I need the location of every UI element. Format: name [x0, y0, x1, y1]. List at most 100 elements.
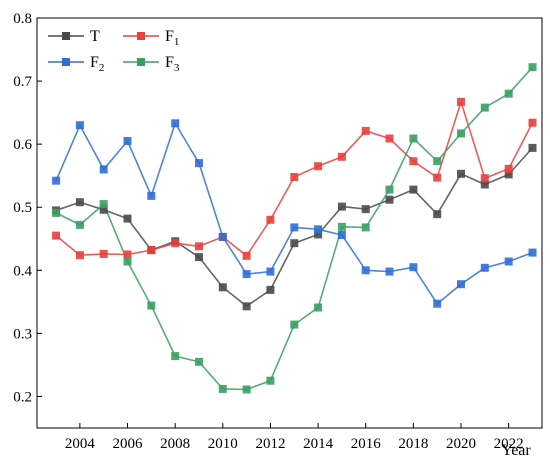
x-axis-title: Year [501, 442, 531, 459]
point-F3 [314, 303, 323, 312]
point-T [409, 185, 418, 194]
point-F1 [314, 162, 323, 171]
point-T [290, 239, 299, 248]
y-tick-label: 0.7 [13, 74, 32, 90]
legend-label-F3: F3 [165, 54, 180, 74]
point-T [504, 170, 513, 179]
point-F2 [433, 299, 442, 308]
y-tick-label: 0.6 [13, 137, 32, 153]
point-T [337, 202, 346, 211]
legend-marker-F1 [137, 32, 145, 40]
point-F3 [266, 376, 275, 385]
x-tick-label: 2008 [160, 436, 190, 452]
point-F2 [480, 263, 489, 272]
point-F2 [123, 137, 132, 145]
y-tick-label: 0.3 [13, 326, 32, 342]
point-F3 [290, 320, 299, 329]
point-T [195, 253, 203, 262]
x-tick-label: 2014 [303, 436, 334, 452]
x-tick-label: 2006 [113, 436, 144, 452]
point-F1 [337, 152, 346, 161]
point-T [361, 205, 370, 214]
point-T [99, 205, 108, 214]
point-F3 [504, 89, 513, 98]
legend: T F1 F2 F3 [48, 28, 180, 74]
point-F1 [195, 242, 203, 251]
point-F1 [266, 215, 275, 224]
point-F3 [242, 385, 251, 394]
point-T [457, 169, 465, 178]
point-T [218, 283, 227, 292]
point-F2 [171, 119, 180, 128]
point-F1 [147, 246, 156, 255]
point-F2 [218, 232, 227, 241]
point-T [433, 210, 442, 219]
point-F1 [457, 97, 465, 106]
point-F3 [337, 222, 346, 231]
point-F2 [409, 263, 418, 272]
point-F2 [242, 270, 251, 279]
point-F2 [147, 191, 156, 200]
point-T [123, 214, 132, 223]
point-F3 [195, 357, 203, 366]
point-F1 [99, 249, 108, 258]
point-T [266, 285, 275, 294]
legend-marker-F3 [137, 58, 145, 66]
point-F3 [361, 223, 370, 232]
point-F3 [171, 352, 180, 361]
point-F2 [361, 266, 370, 275]
point-F2 [528, 248, 537, 257]
point-F3 [218, 384, 227, 393]
point-F2 [195, 159, 203, 168]
point-F1 [171, 239, 180, 248]
point-F3 [480, 103, 489, 112]
point-F1 [52, 231, 61, 240]
x-tick-label: 2012 [255, 436, 285, 452]
x-tick-label: 2020 [446, 436, 476, 452]
point-F1 [123, 250, 132, 259]
point-T [385, 195, 394, 204]
point-F3 [528, 63, 537, 72]
point-F1 [75, 251, 84, 260]
point-F1 [433, 173, 442, 182]
y-tick-label: 0.5 [13, 200, 32, 216]
point-F3 [457, 129, 465, 138]
point-F1 [409, 157, 418, 166]
x-tick-label: 2022 [494, 436, 524, 452]
point-F2 [457, 280, 465, 289]
point-T [314, 230, 323, 239]
point-F3 [409, 134, 418, 143]
point-F1 [242, 251, 251, 260]
point-F2 [75, 121, 84, 130]
point-T [480, 180, 489, 189]
point-F3 [123, 257, 132, 266]
point-F2 [266, 267, 275, 276]
point-F2 [314, 225, 323, 234]
point-T [75, 198, 84, 207]
y-tick-label: 0.2 [13, 389, 32, 405]
point-F2 [504, 257, 513, 266]
x-tick-label: 2010 [208, 436, 238, 452]
point-F2 [99, 165, 108, 174]
point-F1 [361, 126, 370, 135]
point-F3 [385, 185, 394, 194]
axis-tick-labels: 2004 2006 2008 2010 2012 2014 2016 2018 2020 2022… [13, 11, 523, 452]
point-F1 [385, 134, 394, 143]
plot-frame [36, 17, 543, 429]
legend-label-F2: F2 [90, 54, 104, 74]
point-F2 [337, 231, 346, 239]
point-F3 [433, 157, 442, 166]
legend-label-T: T [90, 28, 100, 45]
y-tick-label: 0.4 [13, 263, 32, 279]
axis-ticks [37, 17, 510, 428]
point-F3 [99, 200, 108, 209]
point-F1 [480, 174, 489, 183]
point-F2 [290, 223, 299, 232]
y-tick-label: 0.8 [13, 11, 32, 27]
point-F3 [75, 220, 84, 229]
point-F3 [52, 208, 61, 217]
point-T [528, 143, 537, 152]
point-F3 [147, 301, 156, 310]
x-tick-label: 2018 [398, 436, 428, 452]
